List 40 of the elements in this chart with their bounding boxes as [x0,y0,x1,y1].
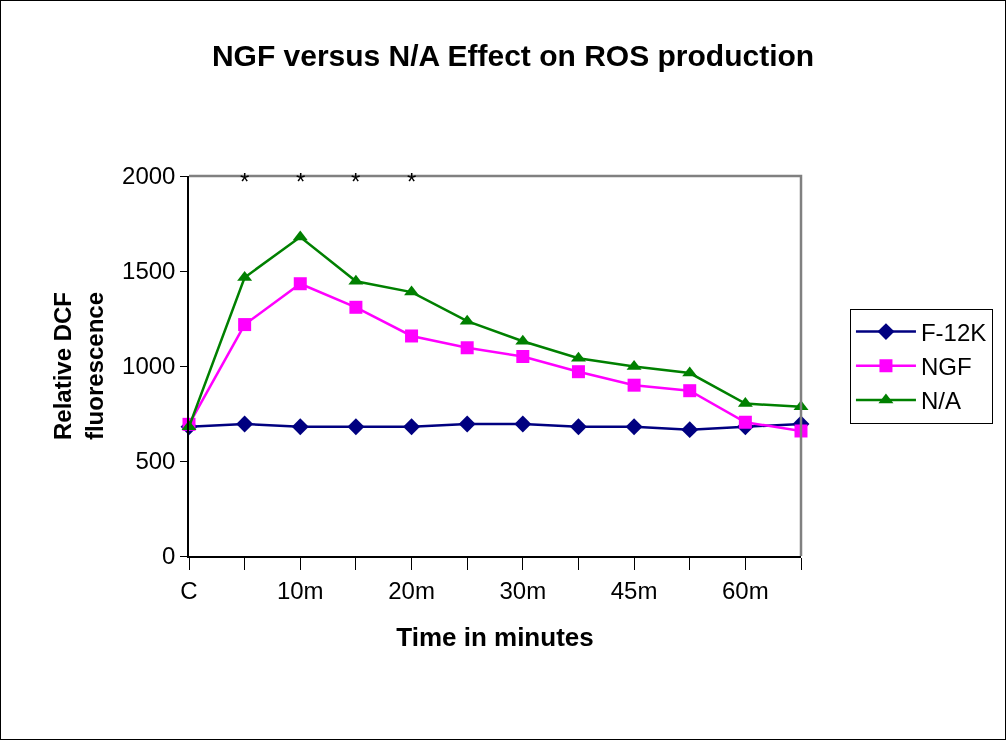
chart-title: NGF versus N/A Effect on ROS production [211,39,815,73]
annotation: * [351,168,361,195]
x-tick-label: 60m [722,576,769,604]
x-tick-label: 20m [388,576,435,604]
point [405,329,419,343]
x-tick-label: 10m [276,576,324,604]
point [291,418,309,436]
point [514,415,532,433]
y-tick-label: 500 [135,447,176,475]
annotation: * [296,168,306,195]
x-tick-label: C [180,576,198,604]
point [627,378,641,392]
point [738,415,752,429]
point [516,350,530,363]
y-tick-label: 2000 [122,162,176,190]
point [458,415,476,433]
point [236,415,254,433]
y-axis-title: Relative DCF fluorescence [49,291,108,441]
point [570,418,587,436]
point [625,418,643,436]
y-tick-label: 1500 [122,257,176,285]
point [293,277,307,291]
point [460,341,474,355]
annotation: * [240,168,250,195]
point [238,318,252,332]
point [403,418,420,436]
legend-label: NGF [920,353,972,381]
x-axis-title: Time in minutes [396,621,594,652]
point [571,365,585,379]
annotation: * [407,168,417,195]
x-tick-label: 45m [610,576,658,604]
x-tick-label: 30m [499,576,547,604]
point [349,300,363,314]
point [347,418,365,436]
y-tick-label: 1000 [122,352,176,380]
legend-label: N/A [920,387,961,415]
legend-label: F-12K [920,318,987,346]
point [683,384,697,398]
point [681,421,699,439]
y-tick-label: 0 [162,542,176,570]
